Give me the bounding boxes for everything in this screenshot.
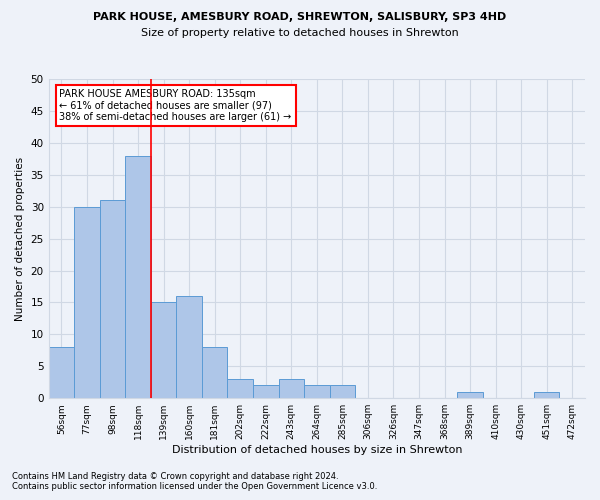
Bar <box>227 379 253 398</box>
Bar <box>457 392 483 398</box>
Bar <box>253 386 278 398</box>
Bar <box>202 347 227 398</box>
Text: Contains HM Land Registry data © Crown copyright and database right 2024.: Contains HM Land Registry data © Crown c… <box>12 472 338 481</box>
Bar <box>74 206 100 398</box>
Bar <box>176 296 202 398</box>
Bar <box>151 302 176 398</box>
Bar <box>534 392 559 398</box>
Text: Contains public sector information licensed under the Open Government Licence v3: Contains public sector information licen… <box>12 482 377 491</box>
X-axis label: Distribution of detached houses by size in Shrewton: Distribution of detached houses by size … <box>172 445 462 455</box>
Bar <box>125 156 151 398</box>
Bar <box>49 347 74 398</box>
Bar <box>100 200 125 398</box>
Text: Size of property relative to detached houses in Shrewton: Size of property relative to detached ho… <box>141 28 459 38</box>
Bar <box>304 386 329 398</box>
Text: PARK HOUSE, AMESBURY ROAD, SHREWTON, SALISBURY, SP3 4HD: PARK HOUSE, AMESBURY ROAD, SHREWTON, SAL… <box>94 12 506 22</box>
Text: PARK HOUSE AMESBURY ROAD: 135sqm
← 61% of detached houses are smaller (97)
38% o: PARK HOUSE AMESBURY ROAD: 135sqm ← 61% o… <box>59 88 292 122</box>
Bar <box>278 379 304 398</box>
Bar <box>329 386 355 398</box>
Y-axis label: Number of detached properties: Number of detached properties <box>15 156 25 320</box>
